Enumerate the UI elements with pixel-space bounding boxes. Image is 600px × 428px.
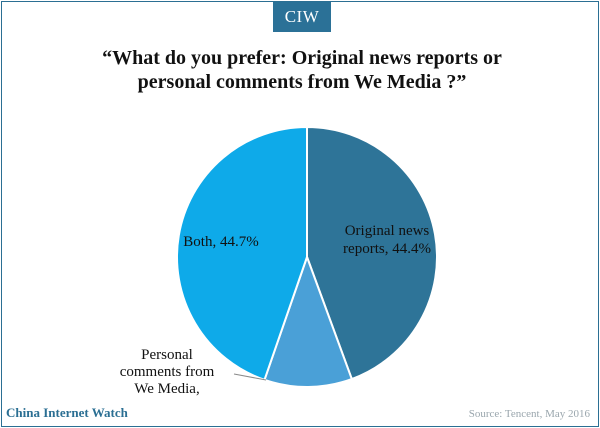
pie-data-label-line: 10.9% [148,398,187,402]
pie-data-label: Original news reports, 44.4% [343,223,431,257]
pie-labels: Original news reports, 44.4% Personal comme… [120,223,431,402]
chart-title: “What do you prefer: Original news repor… [82,46,522,94]
pie-slice-both [176,125,308,382]
pie-data-label-line: Both, 44.7% [183,234,258,250]
chart-title-line-2: personal comments from We Media ?” [137,71,467,93]
chart-title-line-1: “What do you prefer: Original news repor… [102,47,502,69]
pie-data-label-line: Personal [141,347,193,363]
pie-slice-original-news-reports [306,125,438,381]
footer-brand: China Internet Watch [6,405,128,420]
label-leader-line [233,373,267,381]
pie-data-label-line: Original news [345,223,430,239]
pie-data-label-line: We Media, [134,381,199,397]
source-note: Source: Tencent, May 2016 [468,408,590,420]
pie-slice-personal-comments-from-we-media [263,254,354,388]
pie-chart: Original news reports, 44.4% Personal comme… [120,125,438,402]
pie-data-label-line: comments from [120,364,215,380]
pie-data-label-line: reports, 44.4% [343,241,431,257]
pie-data-label: Both, 44.7% [183,234,258,250]
pie-slices [176,125,438,388]
ciw-logo-badge: CIW [273,2,331,32]
